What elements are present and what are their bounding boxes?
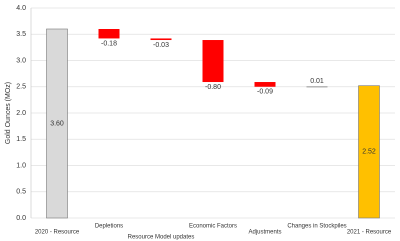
y-tick-label: 0.5 bbox=[16, 189, 26, 196]
y-tick-label: 1.0 bbox=[16, 162, 26, 169]
bar bbox=[150, 38, 172, 41]
y-tick-label: 2.0 bbox=[16, 110, 26, 117]
bar bbox=[358, 85, 380, 219]
bar bbox=[306, 86, 328, 88]
value-label: 3.60 bbox=[50, 120, 64, 127]
x-tick-label: Adjustments bbox=[248, 230, 281, 236]
x-tick-label: 2021 - Resource bbox=[347, 230, 392, 236]
y-tick-label: 3.0 bbox=[16, 57, 26, 64]
x-tick-label: Depletions bbox=[95, 224, 123, 230]
x-tick-label: 2020 - Resource bbox=[35, 230, 80, 236]
bar bbox=[98, 29, 120, 39]
y-axis-label: Gold Ounces (MOz) bbox=[5, 82, 12, 144]
value-label: -0.03 bbox=[153, 42, 169, 49]
value-label: -0.18 bbox=[101, 40, 117, 47]
y-tick-label: 1.5 bbox=[16, 136, 26, 143]
value-label: 0.01 bbox=[310, 78, 324, 85]
y-tick-label: 4.0 bbox=[16, 5, 26, 12]
bar bbox=[202, 40, 224, 83]
value-label: -0.80 bbox=[205, 84, 221, 91]
x-tick-label: Resource Model updates bbox=[128, 235, 195, 241]
bar bbox=[46, 28, 68, 219]
x-tick-label: Changes in Stockpiles bbox=[287, 224, 346, 230]
y-tick-label: 3.5 bbox=[16, 31, 26, 38]
y-tick-label: 0.0 bbox=[16, 215, 26, 222]
value-label: 2.52 bbox=[362, 149, 376, 156]
x-tick-label: Economic Factors bbox=[189, 224, 237, 230]
y-tick-label: 2.5 bbox=[16, 84, 26, 91]
bar bbox=[254, 82, 276, 87]
value-label: -0.09 bbox=[257, 89, 273, 96]
